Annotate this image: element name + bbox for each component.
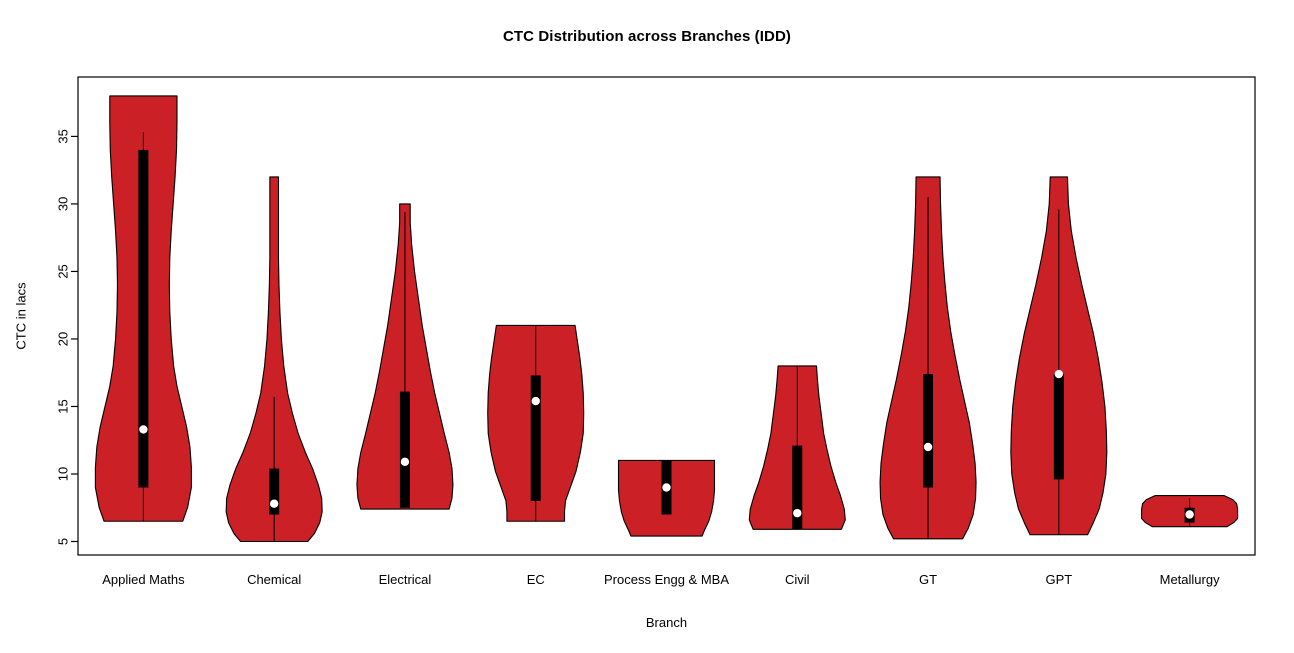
violin-gt[interactable] xyxy=(879,176,977,540)
violin-metallurgy[interactable] xyxy=(1141,495,1239,528)
median-marker xyxy=(793,508,802,518)
plot-frame xyxy=(71,76,1256,556)
violin-electrical[interactable] xyxy=(356,203,454,510)
interquartile-box xyxy=(269,468,280,515)
median-marker xyxy=(531,396,540,406)
y-axis-tick-label: 5 xyxy=(55,538,70,545)
median-marker xyxy=(139,425,148,434)
violins-layer xyxy=(94,95,1239,543)
y-axis-title: CTC in lacs xyxy=(13,282,28,350)
y-axis-tick-label: 30 xyxy=(55,197,70,211)
median-marker xyxy=(923,442,933,452)
median-marker xyxy=(662,483,671,492)
x-axis-category-label: Electrical xyxy=(379,572,432,587)
x-axis-category-label: EC xyxy=(527,572,545,587)
y-axis-tick-label: 10 xyxy=(55,467,70,481)
x-axis-category-label: GPT xyxy=(1045,572,1072,587)
interquartile-box xyxy=(792,445,803,530)
y-axis-tick-label: 25 xyxy=(55,264,70,278)
x-axis-category-label: Chemical xyxy=(247,572,301,587)
median-marker xyxy=(269,499,279,508)
median-marker xyxy=(400,457,410,467)
x-axis-category-label: Metallurgy xyxy=(1160,572,1220,587)
x-axis-title: Branch xyxy=(646,615,687,630)
axis-labels-layer: 5 10 15 20 25 30 35 CTC in lacs Branch Applied Ma… xyxy=(13,129,1220,630)
interquartile-box xyxy=(530,375,541,501)
interquartile-box xyxy=(399,391,410,508)
violin-chemical[interactable] xyxy=(225,176,323,543)
interquartile-box xyxy=(1053,374,1064,480)
y-axis-tick-label: 15 xyxy=(55,399,70,413)
x-axis-category-label: GT xyxy=(919,572,937,587)
violin-applied-maths[interactable] xyxy=(94,95,192,522)
y-axis-tick-label: 35 xyxy=(55,129,70,143)
violin-gpt[interactable] xyxy=(1010,176,1108,536)
interquartile-box xyxy=(138,149,149,488)
interquartile-box xyxy=(923,374,934,488)
x-axis-category-label: Applied Maths xyxy=(102,572,185,587)
x-axis-category-label: Civil xyxy=(785,572,810,587)
violin-ec[interactable] xyxy=(487,324,585,522)
violin-body xyxy=(225,176,323,543)
violin-civil[interactable] xyxy=(748,365,846,530)
y-axis-tick-label: 20 xyxy=(55,332,70,346)
x-axis-category-label: Process Engg & MBA xyxy=(604,572,729,587)
median-marker xyxy=(1054,369,1064,379)
median-marker xyxy=(1185,510,1194,519)
page-title: CTC Distribution across Branches (IDD) xyxy=(502,28,791,45)
violin-process-engg-mba[interactable] xyxy=(617,459,716,537)
